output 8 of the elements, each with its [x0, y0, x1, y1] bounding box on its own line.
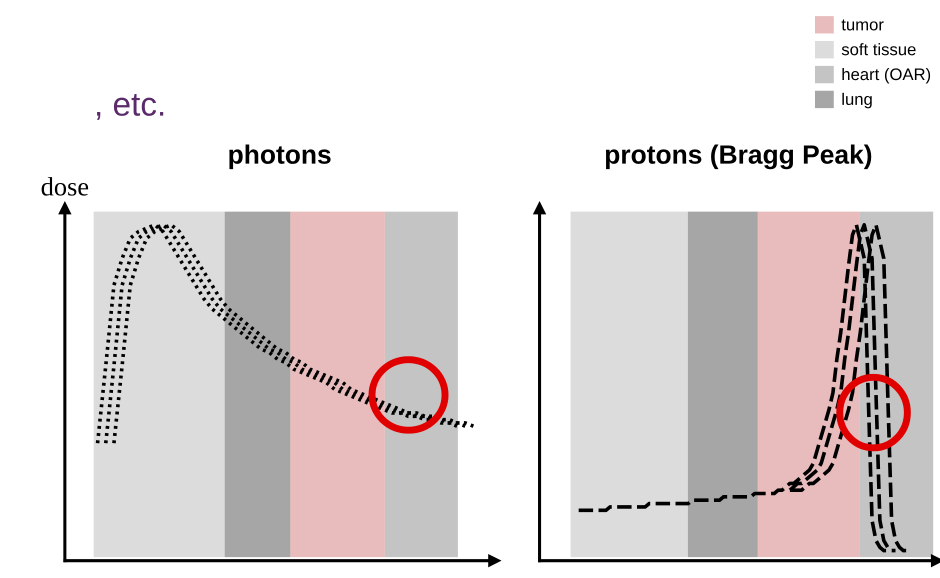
text: , etc. [96, 94, 164, 120]
y-axis-title: dose [42, 177, 88, 196]
text: soft tissue [842, 43, 916, 56]
text: lung [842, 92, 872, 108]
text: heart (OAR) [842, 68, 930, 84]
text: tumor [842, 20, 884, 30]
chart-title: protons (Bragg Peak) [606, 144, 872, 170]
chart-title: photons [229, 144, 331, 170]
